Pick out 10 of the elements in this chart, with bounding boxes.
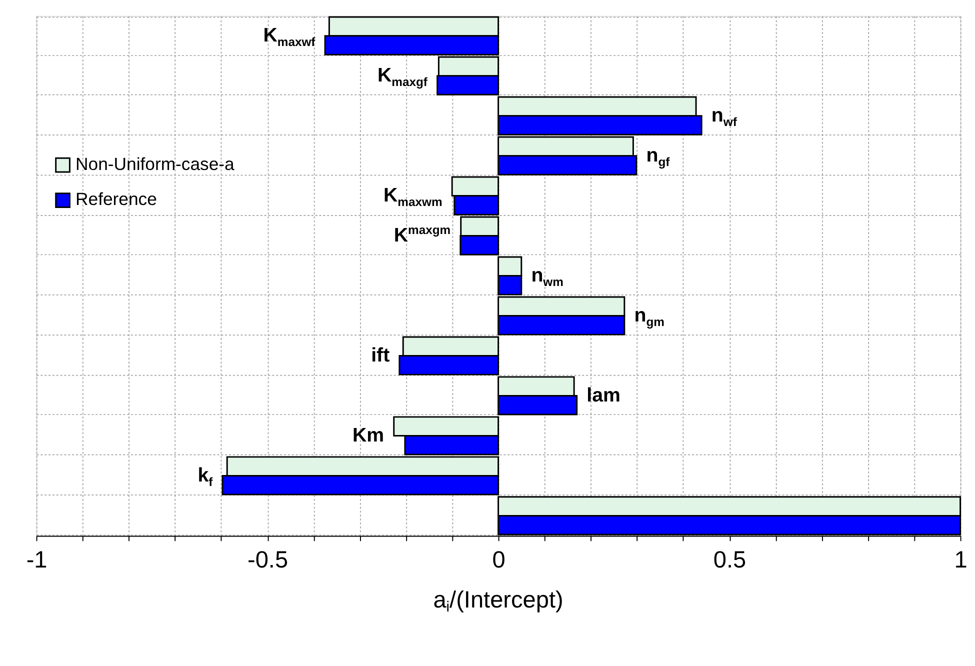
x-tick-label: -0.5 <box>248 546 288 573</box>
x-tick-label: 1 <box>954 546 968 573</box>
legend-label: Reference <box>76 189 158 210</box>
x-tick-label: 0 <box>492 546 506 573</box>
legend-label: Non-Uniform-case-a <box>76 154 235 174</box>
y-tick-label: Km <box>352 424 384 447</box>
y-tick-label: lam <box>586 384 620 407</box>
y-tick-label: ift <box>371 344 390 367</box>
x-tick-label: 0.5 <box>713 546 746 573</box>
x-tick-label: -1 <box>26 546 48 573</box>
